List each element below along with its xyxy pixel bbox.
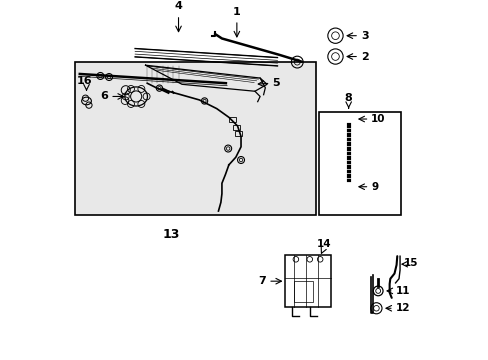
Bar [228, 117, 235, 122]
Bar [285, 255, 330, 307]
Text: 6: 6 [101, 91, 108, 102]
Bar [233, 125, 240, 130]
Text: 5: 5 [272, 78, 279, 88]
Bar [319, 112, 400, 215]
Text: 14: 14 [316, 239, 331, 249]
Text: 15: 15 [404, 258, 418, 268]
Bar [75, 62, 316, 215]
Text: 1: 1 [232, 6, 240, 17]
Text: 9: 9 [370, 182, 378, 192]
Text: 11: 11 [395, 286, 409, 296]
Text: 13: 13 [163, 228, 180, 242]
Text: 16: 16 [77, 76, 92, 86]
Text: 2: 2 [360, 51, 368, 62]
Text: 4: 4 [174, 1, 182, 12]
Bar [235, 131, 242, 136]
Text: 8: 8 [344, 93, 352, 103]
Bar [294, 281, 313, 302]
Text: 3: 3 [360, 31, 367, 41]
Text: 12: 12 [395, 303, 409, 313]
Text: 10: 10 [370, 114, 385, 124]
Text: 7: 7 [258, 276, 266, 286]
